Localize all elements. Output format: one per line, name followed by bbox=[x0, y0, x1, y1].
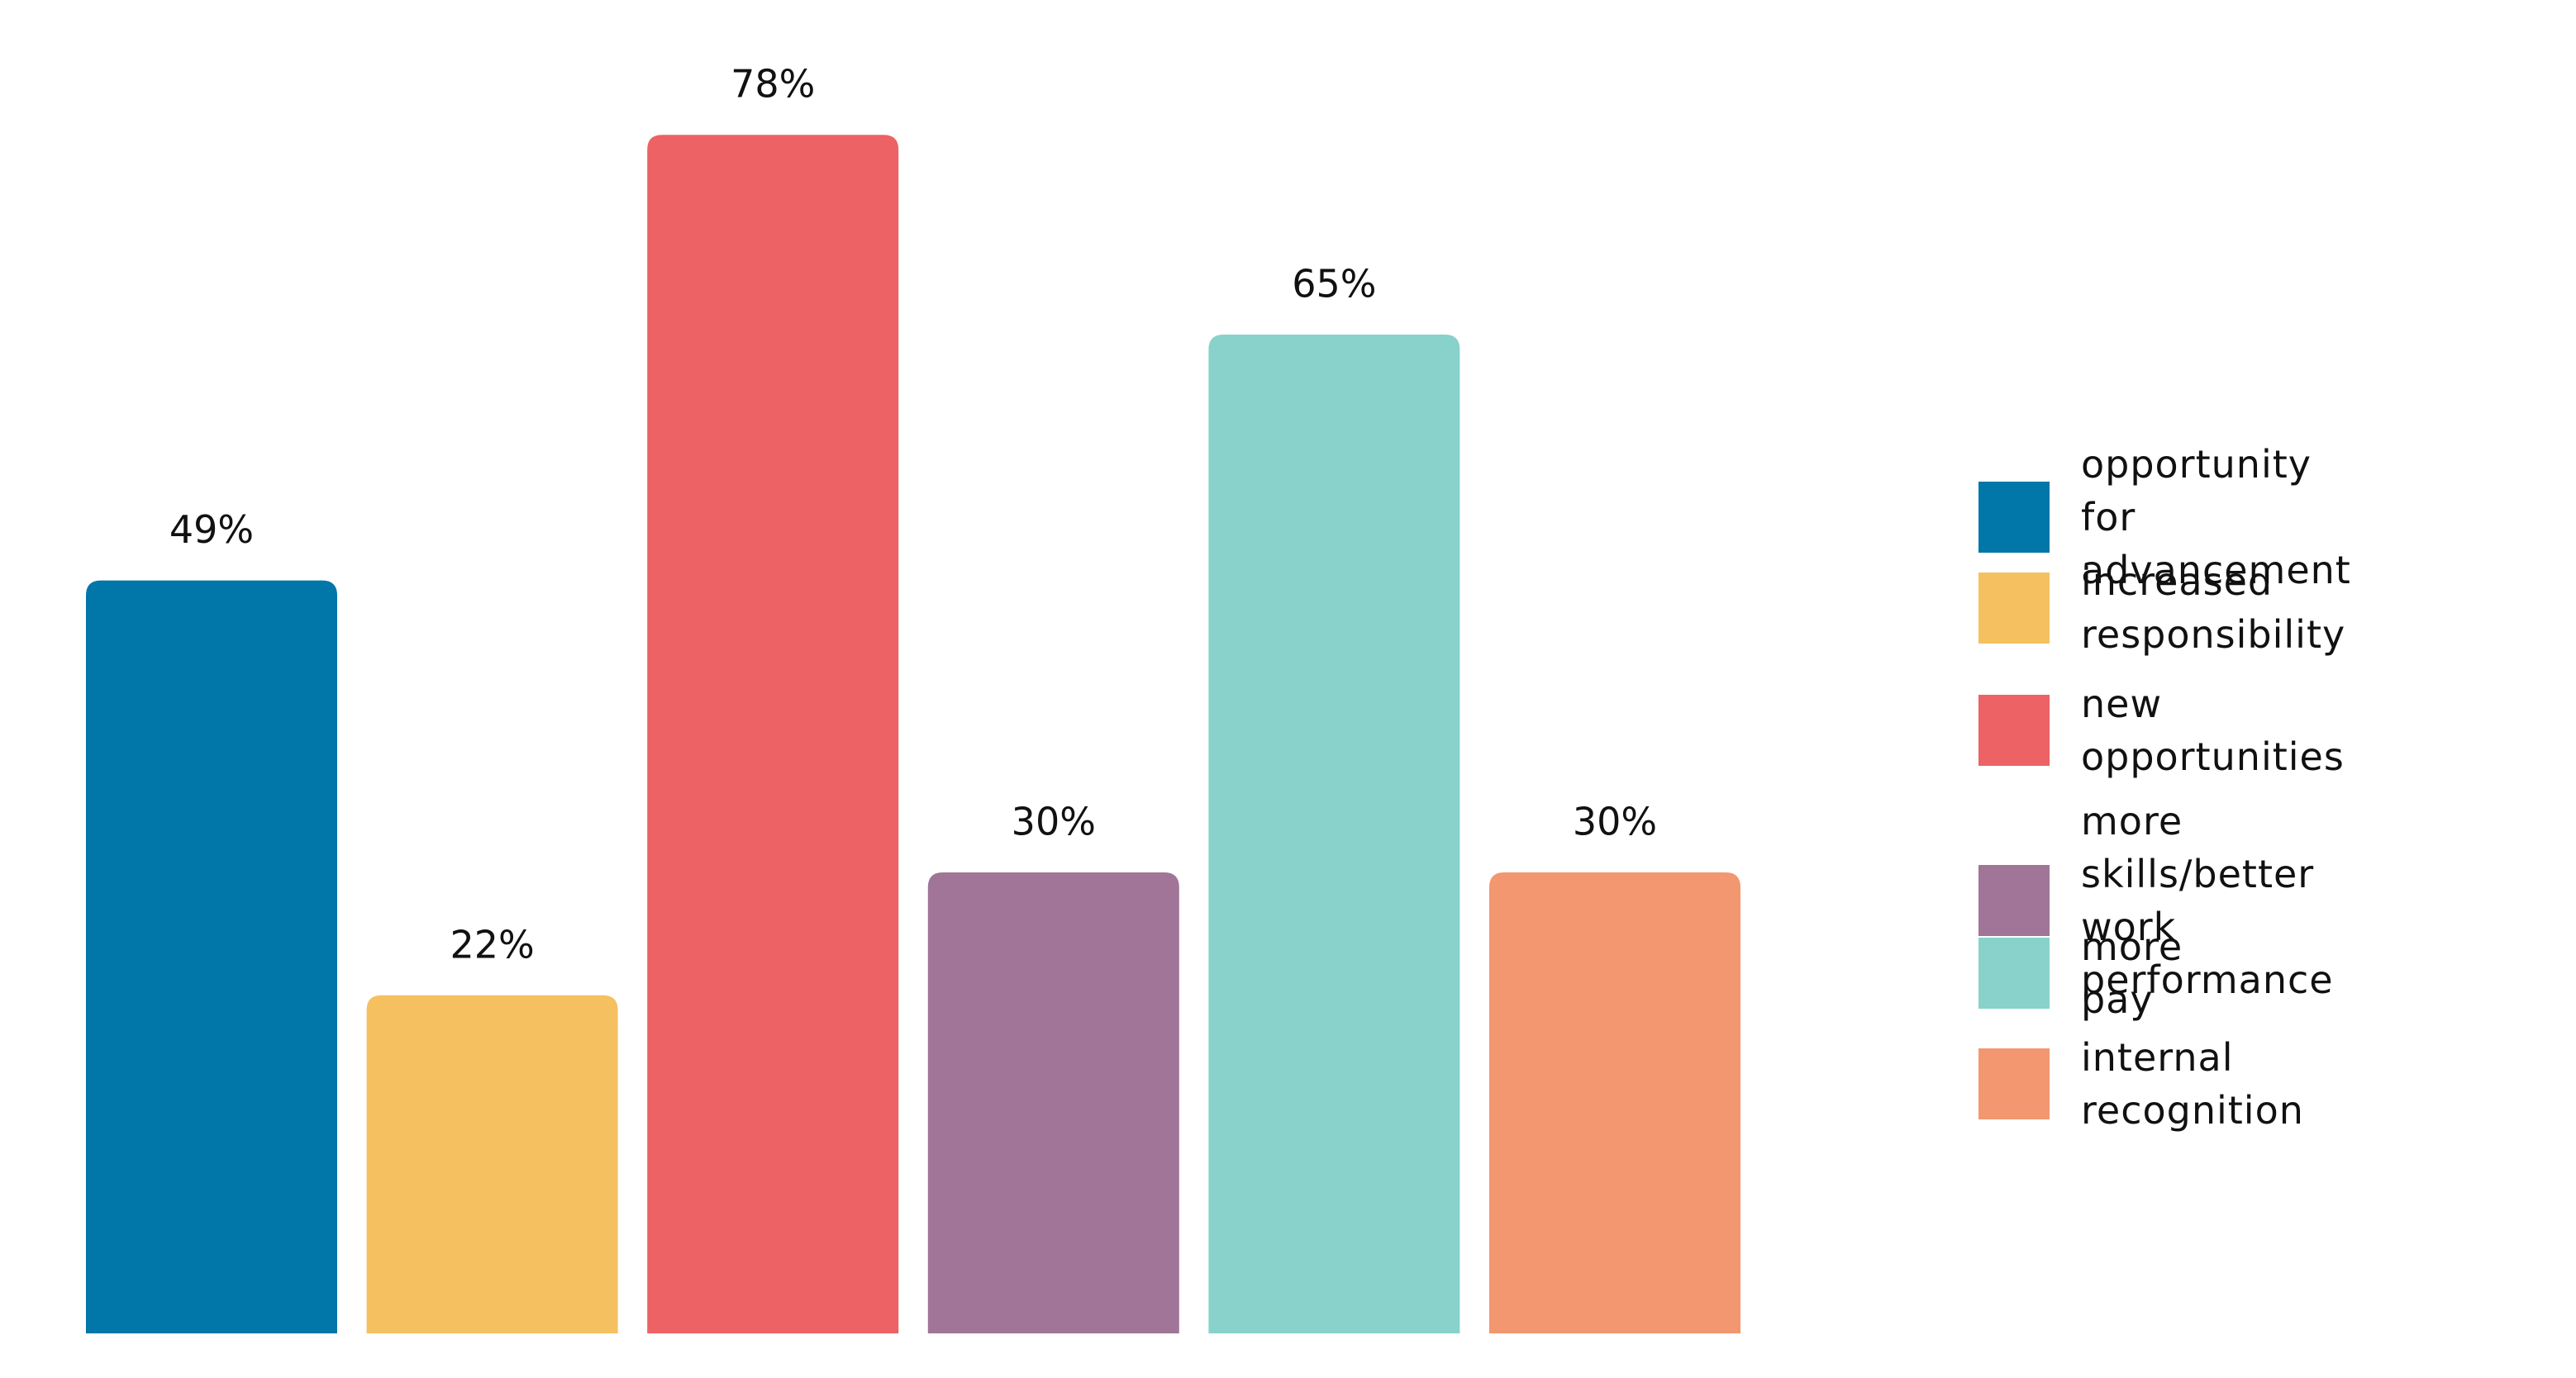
legend-swatch bbox=[1978, 695, 2050, 766]
legend-label: internal recognition bbox=[2081, 1035, 2304, 1133]
value-label: 30% bbox=[1012, 800, 1096, 844]
legend-item: increased responsibility bbox=[1978, 555, 2345, 661]
legend-swatch bbox=[1978, 865, 2050, 936]
legend-item: opportunity for advancement bbox=[1978, 438, 2351, 596]
legend-swatch bbox=[1978, 482, 2050, 553]
value-label: 65% bbox=[1292, 262, 1376, 306]
legend-label: increased responsibility bbox=[2081, 559, 2346, 657]
legend-item: internal recognition bbox=[1978, 1031, 2304, 1137]
bar bbox=[647, 135, 899, 1334]
legend-item: new opportunities bbox=[1978, 677, 2345, 783]
legend-label: opportunity for advancement bbox=[2081, 442, 2351, 592]
legend-item: more pay bbox=[1978, 920, 2183, 1026]
value-label: 30% bbox=[1573, 800, 1657, 844]
legend-item: more skills/better work performance bbox=[1978, 795, 2334, 1006]
bar bbox=[927, 872, 1179, 1333]
legend-label: new opportunities bbox=[2081, 682, 2345, 779]
value-label: 78% bbox=[731, 62, 815, 107]
legend-label: more pay bbox=[2081, 924, 2183, 1022]
legend-swatch bbox=[1978, 938, 2050, 1009]
bar bbox=[86, 580, 337, 1333]
legend-label: more skills/better work performance bbox=[2081, 799, 2334, 1002]
legend-swatch bbox=[1978, 573, 2050, 644]
value-label: 49% bbox=[169, 507, 254, 552]
bar bbox=[1208, 335, 1460, 1333]
bar bbox=[1489, 872, 1740, 1333]
bar bbox=[366, 995, 618, 1333]
value-label: 22% bbox=[450, 922, 534, 967]
legend-swatch bbox=[1978, 1048, 2050, 1119]
